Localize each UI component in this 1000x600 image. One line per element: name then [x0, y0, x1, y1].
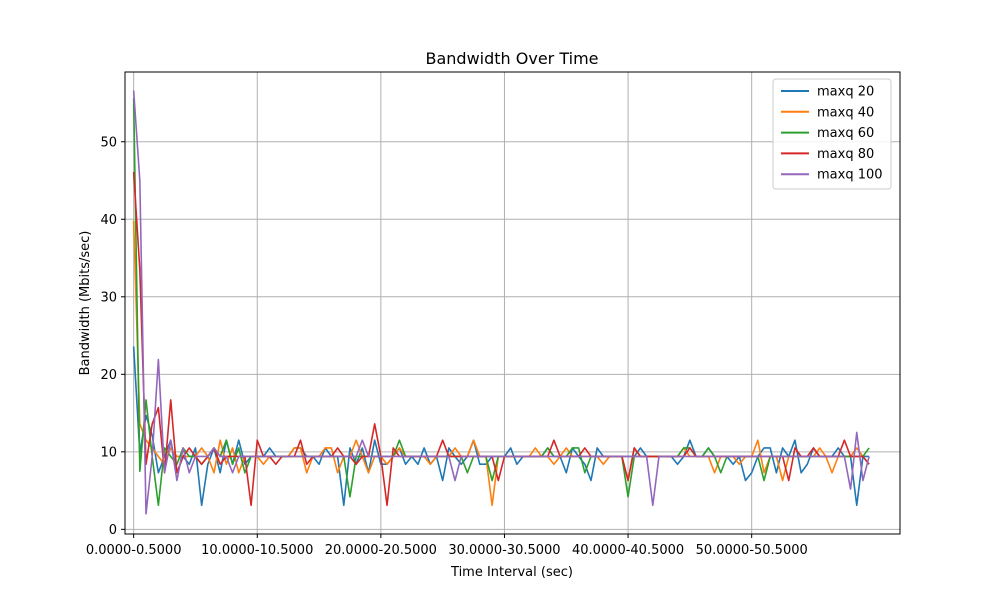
y-tick-label: 20 — [100, 368, 117, 383]
y-tick-label: 10 — [100, 445, 117, 460]
legend-entry-label: maxq 20 — [817, 85, 874, 100]
chart-title: Bandwidth Over Time — [426, 49, 599, 68]
x-tick-label: 20.0000-20.5000 — [325, 543, 437, 558]
x-axis-label: Time Interval (sec) — [450, 565, 573, 580]
x-tick-label: 10.0000-10.5000 — [201, 543, 313, 558]
x-tick-label: 50.0000-50.5000 — [696, 543, 808, 558]
x-tick-label: 0.0000-0.5000 — [86, 543, 182, 558]
x-tick-label: 30.0000-30.5000 — [448, 543, 560, 558]
legend-entry-label: maxq 100 — [817, 168, 883, 183]
x-tick-label: 40.0000-40.5000 — [572, 543, 684, 558]
legend: maxq 20 maxq 40 maxq 60 maxq 80 maxq 100 — [772, 78, 892, 190]
ticks: 0.0000-0.5000 10.0000-10.5000 20.0000-20.5… — [86, 135, 808, 558]
legend-entry-label: maxq 40 — [817, 105, 874, 120]
grid — [125, 72, 900, 534]
y-tick-label: 40 — [100, 213, 117, 228]
plot-area-frame — [124, 71, 901, 535]
legend-entry-label: maxq 60 — [817, 126, 874, 141]
y-tick-label: 50 — [100, 135, 117, 150]
legend-entry-label: maxq 80 — [817, 147, 874, 162]
y-tick-label: 0 — [109, 523, 117, 538]
y-axis-label: Bandwidth (Mbits/sec) — [78, 231, 93, 376]
y-tick-label: 30 — [100, 290, 117, 305]
series-line-maxq-100 — [132, 90, 870, 515]
legend-box — [772, 78, 892, 190]
series-layer — [132, 90, 870, 515]
